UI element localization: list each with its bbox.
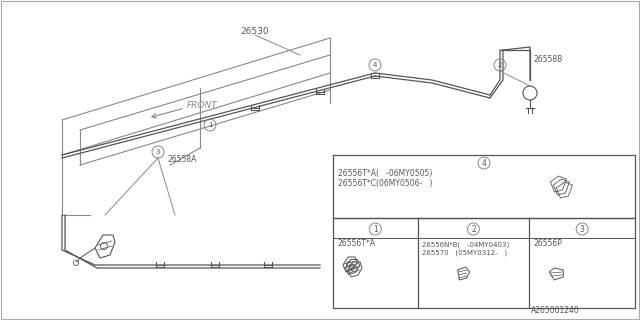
Text: FRONT: FRONT: [187, 101, 218, 110]
Text: 26556T*A: 26556T*A: [337, 239, 375, 248]
Text: 1: 1: [208, 122, 212, 128]
Text: 26558B: 26558B: [533, 55, 563, 64]
Text: 26558A: 26558A: [168, 155, 197, 164]
Text: 26530: 26530: [241, 28, 269, 36]
Text: 26556N*B(   -04MY0403): 26556N*B( -04MY0403): [422, 241, 509, 247]
Text: 265570   (05MY0312-   ): 265570 (05MY0312- ): [422, 250, 507, 257]
Text: 4: 4: [481, 158, 486, 167]
Text: 3: 3: [156, 149, 160, 155]
Text: 26556T*C(06MY0506-   ): 26556T*C(06MY0506- ): [338, 179, 433, 188]
Text: 4: 4: [373, 62, 377, 68]
Text: 26556P: 26556P: [533, 239, 562, 248]
Text: 1: 1: [373, 225, 378, 234]
Text: 3: 3: [580, 225, 584, 234]
Text: 2: 2: [471, 225, 476, 234]
Text: 26556T*A(   -06MY0505): 26556T*A( -06MY0505): [338, 169, 433, 178]
Text: 2: 2: [498, 62, 502, 68]
Text: A265001240: A265001240: [531, 306, 580, 315]
